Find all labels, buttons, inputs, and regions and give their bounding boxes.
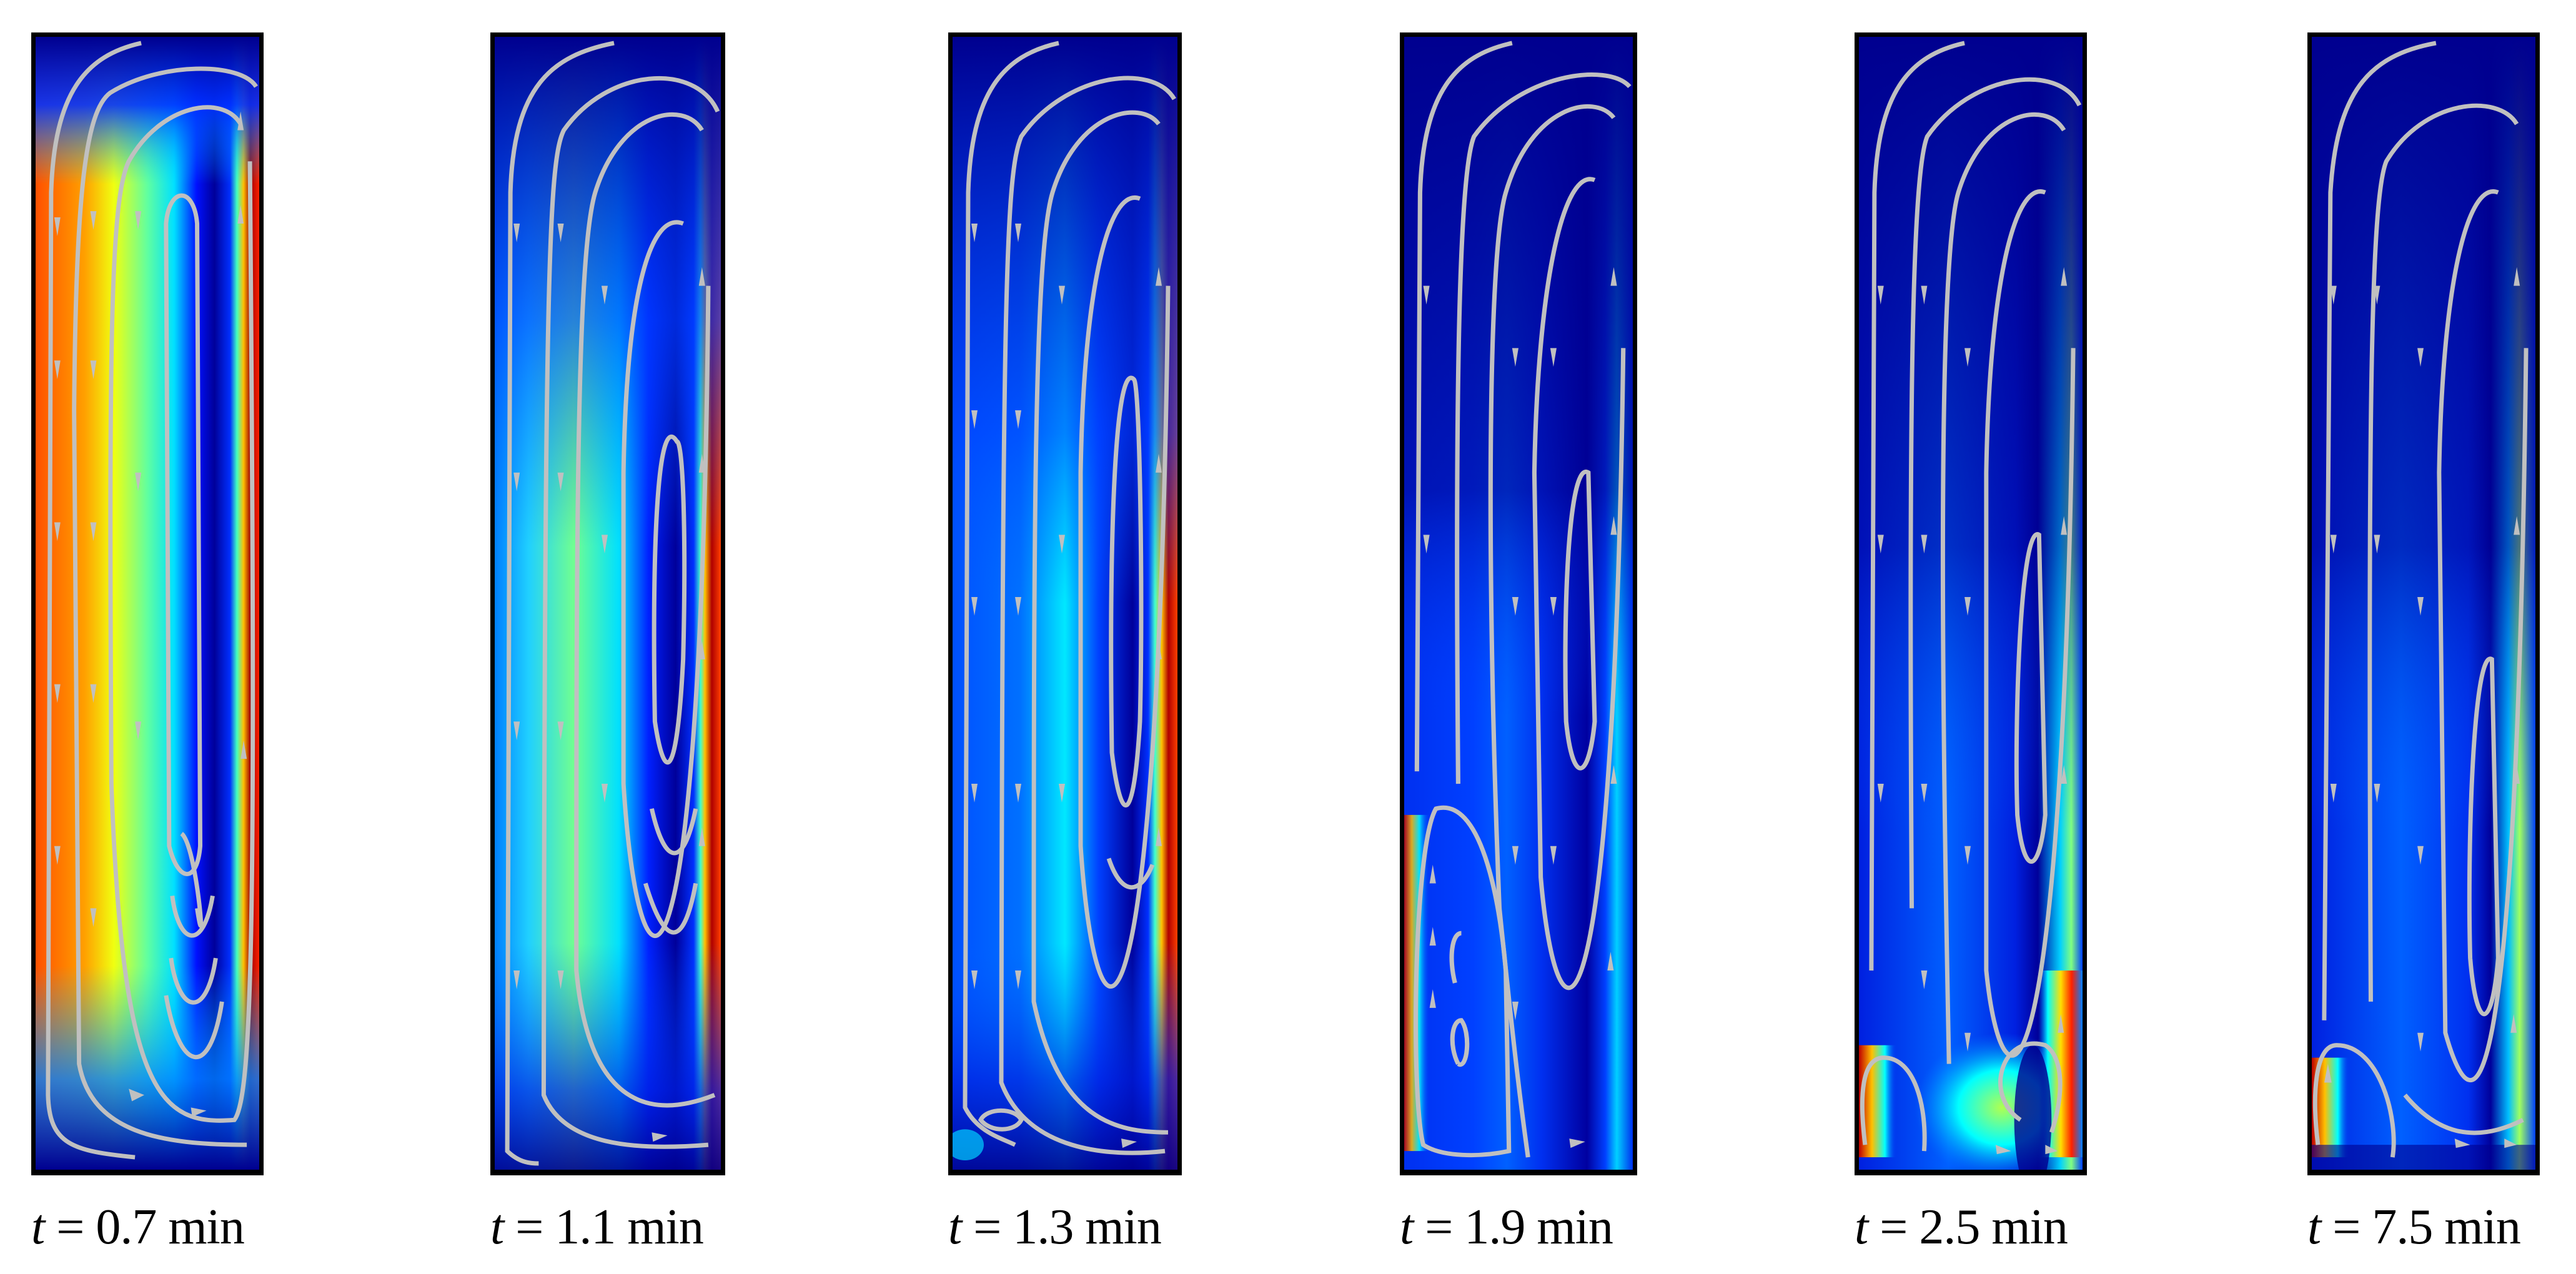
time-variable: t <box>948 1200 962 1255</box>
time-label-t-7.5: t = 7.5 min <box>2307 1200 2521 1255</box>
time-label-t-2.5: t = 2.5 min <box>1855 1200 2068 1255</box>
time-value: 1.3 <box>1013 1200 1074 1255</box>
time-label-t-1.9: t = 1.9 min <box>1400 1200 1613 1255</box>
time-value: 7.5 <box>2372 1200 2433 1255</box>
time-variable: t <box>2307 1200 2321 1255</box>
velocity-field-plot <box>2312 37 2535 1170</box>
velocity-field-plot <box>1859 37 2083 1170</box>
time-variable: t <box>490 1200 504 1255</box>
contour-panel-t-1.3 <box>948 32 1182 1175</box>
contour-panel-t-7.5 <box>2307 32 2540 1175</box>
velocity-field-plot <box>495 37 721 1170</box>
time-value: 1.9 <box>1464 1200 1525 1255</box>
time-value: 2.5 <box>1919 1200 1980 1255</box>
velocity-field-plot <box>1404 37 1633 1170</box>
time-variable: t <box>31 1200 45 1255</box>
velocity-field-plot <box>953 37 1177 1170</box>
time-variable: t <box>1855 1200 1868 1255</box>
contour-panel-t-2.5 <box>1855 32 2087 1175</box>
contour-panel-t-1.9 <box>1400 32 1637 1175</box>
time-label-t-1.1: t = 1.1 min <box>490 1200 704 1255</box>
contour-panel-t-1.1 <box>490 32 725 1175</box>
time-label-t-1.3: t = 1.3 min <box>948 1200 1162 1255</box>
velocity-field-plot <box>36 37 259 1170</box>
time-label-t-0.7: t = 0.7 min <box>31 1200 245 1255</box>
time-value: 0.7 <box>96 1200 157 1255</box>
contour-panel-t-0.7 <box>31 32 264 1175</box>
time-value: 1.1 <box>555 1200 616 1255</box>
time-variable: t <box>1400 1200 1414 1255</box>
